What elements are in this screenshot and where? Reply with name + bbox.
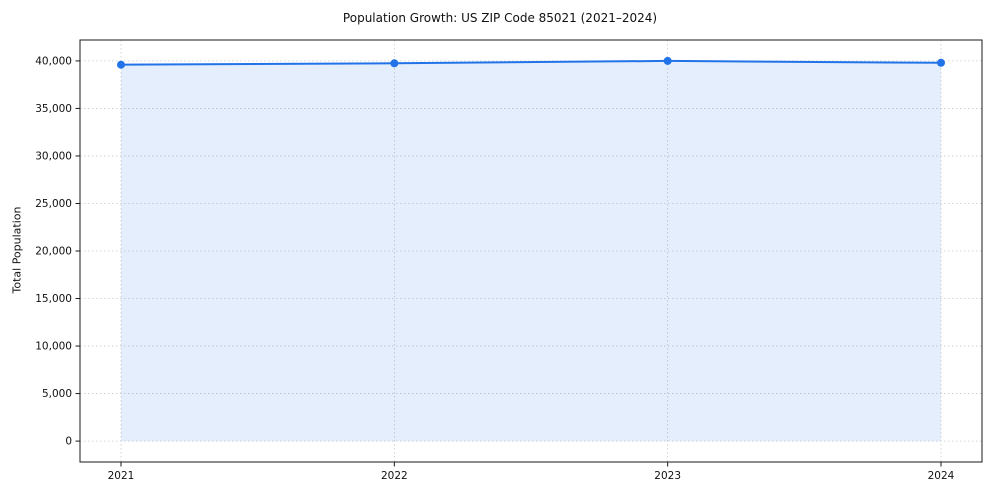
data-point: [117, 60, 125, 69]
chart-title: Population Growth: US ZIP Code 85021 (20…: [342, 11, 658, 25]
data-line: [120, 59, 942, 66]
y-tick-label: 40,000: [35, 55, 72, 67]
area-fill: [121, 60, 941, 442]
x-tick-label: 2022: [381, 470, 408, 482]
y-tick-label: 20,000: [35, 246, 72, 258]
y-tick-label: 25,000: [35, 198, 72, 210]
y-tick-label: 30,000: [35, 150, 72, 162]
y-tick-label: 35,000: [35, 103, 72, 115]
y-tick-label: 5,000: [42, 388, 72, 400]
x-tick-label: 2021: [108, 470, 135, 482]
data-point: [663, 56, 672, 65]
x-tick-label: 2023: [654, 470, 681, 482]
data-point: [390, 59, 399, 68]
y-tick-label: 10,000: [35, 341, 72, 353]
y-tick-label: 0: [65, 436, 72, 448]
y-tick-label: 15,000: [35, 293, 72, 305]
x-tick-label: 2024: [928, 470, 955, 482]
data-point: [937, 58, 945, 67]
